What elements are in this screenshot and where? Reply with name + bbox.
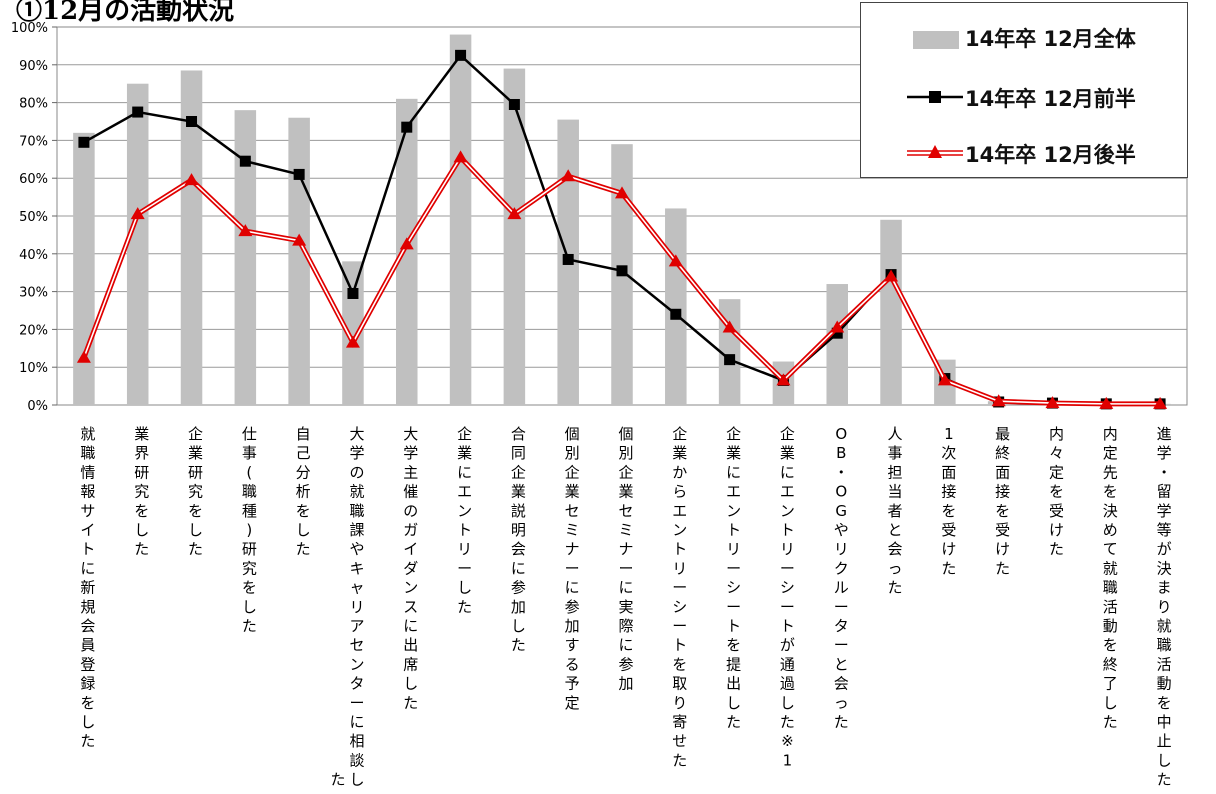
point-first-half [562, 253, 574, 265]
y-tick-label: 0% [27, 399, 48, 414]
x-tick-label: 自己分析をした [296, 425, 311, 558]
point-second-half [884, 269, 899, 282]
bar [180, 70, 203, 405]
x-tick-label: 就職情報サイトに新規会員登録をした [80, 425, 95, 750]
point-second-half [668, 254, 683, 267]
y-tick-label: 10% [19, 361, 48, 376]
legend-item-second-half: 14年卒 12月後半 [861, 133, 1187, 173]
x-tick-label: 仕事(職種)研究をした [242, 425, 257, 635]
point-second-half [1045, 396, 1060, 409]
point-first-half [132, 106, 144, 118]
point-first-half [724, 354, 736, 366]
bar [234, 110, 257, 405]
point-second-half [1099, 396, 1114, 409]
x-tick-label: 最終面接を受けた [995, 425, 1010, 577]
bar [503, 68, 526, 405]
x-tick-label: 企業にエントリーした [457, 425, 472, 616]
legend-item-first-half: 14年卒 12月前半 [861, 77, 1187, 117]
legend-label: 14年卒 12月全体 [965, 27, 1136, 51]
point-second-half [722, 320, 737, 333]
point-second-half [130, 207, 145, 220]
point-second-half [507, 207, 522, 220]
point-second-half [345, 335, 360, 348]
point-first-half [455, 49, 467, 61]
x-tick-label: 大学主催のガイダンスに出席した [403, 425, 418, 712]
point-second-half [615, 186, 629, 199]
point-second-half [184, 173, 199, 186]
legend-line-swatch-black [907, 91, 963, 103]
point-second-half [937, 373, 952, 386]
point-second-half [776, 373, 791, 386]
legend-label: 14年卒 12月前半 [965, 87, 1136, 111]
x-tick-label: 内々定を受けた [1049, 425, 1064, 558]
point-second-half [830, 320, 845, 333]
y-tick-label: 20% [19, 323, 48, 338]
point-first-half [78, 136, 90, 148]
bar [880, 219, 902, 405]
x-tick-label: 内定先を決めて就職活動を終了した [1103, 425, 1118, 731]
point-second-half [991, 394, 1006, 407]
point-second-half [453, 150, 468, 163]
point-second-half [399, 237, 414, 250]
point-first-half [831, 327, 843, 339]
x-tick-label: 企業からエントリーシートを取り寄せた [672, 425, 687, 769]
x-tick-label: 1 次面接を受けた [941, 425, 956, 577]
x-tick-label: 大学の就職課やキャリアセンターに相談した [330, 425, 364, 789]
legend-line-swatch-red [907, 145, 963, 158]
y-tick-label: 100% [11, 21, 48, 36]
point-first-half [508, 98, 520, 110]
bar [288, 117, 310, 405]
point-first-half [616, 265, 628, 277]
point-first-half [293, 168, 305, 180]
legend-bar-swatch [913, 31, 959, 49]
point-second-half [1153, 396, 1168, 409]
x-tick-label: 業界研究をした [134, 425, 149, 558]
bar [718, 299, 741, 405]
point-first-half [347, 287, 359, 299]
y-tick-label: 60% [19, 172, 48, 187]
x-tick-label: 個別企業セミナーに参加する予定 [565, 425, 580, 712]
bar [449, 34, 472, 406]
point-second-half [561, 169, 576, 182]
point-second-half [238, 224, 253, 237]
point-first-half [401, 121, 413, 133]
point-first-half [186, 116, 198, 127]
point-first-half [670, 308, 682, 320]
legend-item-overall: 14年卒 12月全体 [861, 19, 1187, 59]
x-tick-label: 人事担当者と会った [888, 425, 903, 597]
bar [73, 132, 95, 405]
point-second-half [292, 233, 307, 246]
legend-label: 14年卒 12月後半 [965, 143, 1136, 167]
point-first-half [239, 155, 251, 167]
x-tick-label: 個別企業セミナーに実際に参加 [618, 425, 633, 693]
x-tick-label: 企業にエントリーシートが通過した※ 1 [780, 425, 795, 769]
bar [826, 284, 848, 405]
y-tick-label: 70% [19, 134, 48, 149]
y-tick-label: 30% [19, 286, 48, 301]
bar [126, 83, 149, 405]
x-tick-label: O B ・ O G やリクルーターと会った [834, 425, 849, 731]
bar [396, 98, 418, 405]
x-tick-label: 合同企業説明会に参加した [511, 425, 526, 654]
y-tick-label: 50% [19, 210, 48, 225]
legend: 14年卒 12月全体 14年卒 12月前半 14年卒 12月後半 [860, 2, 1188, 178]
y-tick-label: 80% [19, 97, 48, 112]
page-title: ①12月の活動状況 [16, 0, 235, 26]
point-second-half [76, 350, 91, 363]
x-tick-label: 企業研究をした [188, 425, 203, 558]
y-tick-label: 90% [19, 59, 48, 74]
x-tick-label: 進学・留学等が決まり就職活動を中止した [1157, 425, 1172, 789]
x-tick-label: 企業にエントリーシートを提出した [726, 425, 741, 731]
y-tick-label: 40% [19, 248, 48, 263]
